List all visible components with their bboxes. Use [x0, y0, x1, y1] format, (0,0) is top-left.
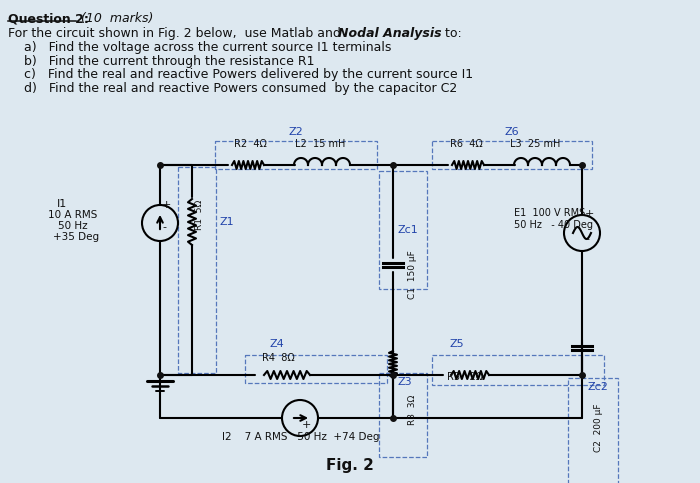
- Bar: [178, 167, 216, 373]
- Text: R2  4Ω: R2 4Ω: [234, 139, 267, 149]
- Text: C2  200 μF: C2 200 μF: [594, 403, 603, 452]
- Text: Z2: Z2: [288, 127, 303, 137]
- Bar: [379, 171, 427, 289]
- Text: 10 A RMS: 10 A RMS: [48, 210, 97, 220]
- Text: Zc2: Zc2: [587, 382, 608, 392]
- Text: d)   Find the real and reactive Powers consumed  by the capacitor C2: d) Find the real and reactive Powers con…: [24, 82, 457, 95]
- Text: I1: I1: [57, 199, 67, 209]
- Text: Nodal Analysis: Nodal Analysis: [338, 27, 442, 40]
- Text: 50 Hz: 50 Hz: [58, 221, 88, 231]
- Bar: [432, 355, 604, 385]
- Text: E1  100 V RMS: E1 100 V RMS: [514, 208, 585, 218]
- Text: a)   Find the voltage across the current source I1 terminals: a) Find the voltage across the current s…: [24, 41, 391, 54]
- Text: Fig. 2: Fig. 2: [326, 458, 374, 473]
- Text: +: +: [302, 420, 312, 430]
- Text: R6  4Ω: R6 4Ω: [450, 139, 483, 149]
- Text: Zc1: Zc1: [398, 225, 419, 235]
- Text: R3  3Ω: R3 3Ω: [408, 395, 417, 425]
- Text: For the circuit shown in Fig. 2 below,  use Matlab and: For the circuit shown in Fig. 2 below, u…: [8, 27, 345, 40]
- Bar: [432, 141, 592, 169]
- Bar: [568, 378, 618, 483]
- Text: R1  5Ω: R1 5Ω: [195, 200, 204, 230]
- Text: -: -: [585, 234, 589, 244]
- Text: Z3: Z3: [398, 377, 412, 387]
- Text: Question 2:: Question 2:: [8, 12, 89, 25]
- Text: L3  25 mH: L3 25 mH: [510, 139, 561, 149]
- Bar: [379, 373, 427, 457]
- Text: -: -: [162, 222, 166, 232]
- Text: L2  15 mH: L2 15 mH: [295, 139, 345, 149]
- Text: 50 Hz   - 40 Deg: 50 Hz - 40 Deg: [514, 220, 593, 230]
- Text: C1  150 μF: C1 150 μF: [408, 250, 417, 299]
- Text: +: +: [162, 200, 172, 210]
- Text: to:: to:: [441, 27, 462, 40]
- Text: Z5: Z5: [450, 339, 465, 349]
- Text: R4  8Ω: R4 8Ω: [262, 353, 295, 363]
- Text: b)   Find the current through the resistance R1: b) Find the current through the resistan…: [24, 55, 314, 68]
- Text: R5   2Ω: R5 2Ω: [447, 372, 483, 382]
- Text: +35 Deg: +35 Deg: [53, 232, 99, 242]
- Text: Z6: Z6: [505, 127, 519, 137]
- Text: Z4: Z4: [270, 339, 285, 349]
- Text: c)   Find the real and reactive Powers delivered by the current source I1: c) Find the real and reactive Powers del…: [24, 68, 473, 81]
- Text: Z1: Z1: [220, 217, 235, 227]
- Bar: [245, 355, 387, 383]
- Text: I2    7 A RMS   50 Hz  +74 Deg: I2 7 A RMS 50 Hz +74 Deg: [222, 432, 379, 442]
- Text: +: +: [585, 209, 594, 219]
- Text: (10  marks): (10 marks): [77, 12, 153, 25]
- Bar: [215, 141, 377, 169]
